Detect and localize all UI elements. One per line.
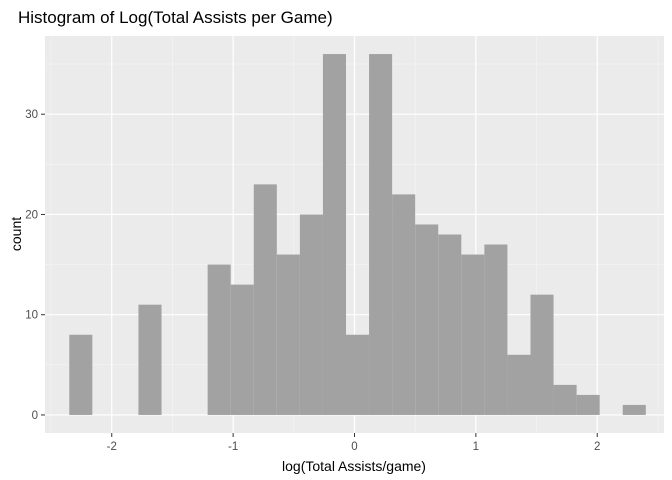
histogram-bar <box>138 304 162 415</box>
histogram-bar <box>69 334 93 415</box>
histogram-bars <box>69 54 646 415</box>
histogram-bar <box>484 244 508 415</box>
major-gridlines <box>45 36 664 433</box>
histogram-bar <box>392 194 416 415</box>
y-tick-label: 10 <box>25 310 38 322</box>
chart-title: Histogram of Log(Total Assists per Game) <box>18 8 333 27</box>
histogram-bar <box>576 394 600 415</box>
histogram-bar <box>322 54 347 415</box>
y-axis: 0 10 20 30 <box>25 109 45 422</box>
x-tick-label: 0 <box>351 441 357 453</box>
histogram-bar <box>415 224 439 415</box>
histogram-bar <box>253 184 277 415</box>
histogram-bar <box>461 254 485 415</box>
histogram-bar <box>553 384 577 415</box>
y-tick-label: 30 <box>25 109 38 121</box>
histogram-bar <box>346 334 370 415</box>
x-tick-label: -1 <box>228 441 238 453</box>
histogram-bar <box>438 234 462 415</box>
histogram-bar <box>276 254 300 415</box>
x-tick-label: 1 <box>473 441 479 453</box>
x-tick-label: 2 <box>594 441 600 453</box>
histogram-bar <box>299 214 323 415</box>
x-axis: -2 -1 0 1 2 <box>107 433 600 453</box>
histogram-bar <box>230 284 254 415</box>
histogram-bar <box>369 54 393 415</box>
y-tick-label: 0 <box>32 410 38 422</box>
histogram-bar <box>530 294 554 415</box>
x-tick-label: -2 <box>107 441 117 453</box>
histogram-bar <box>507 354 531 415</box>
x-axis-title: log(Total Assists/game) <box>282 458 426 474</box>
histogram-bar <box>622 404 646 415</box>
histogram-bar <box>207 264 231 415</box>
y-tick-label: 20 <box>25 209 38 221</box>
y-axis-title: count <box>8 217 24 251</box>
